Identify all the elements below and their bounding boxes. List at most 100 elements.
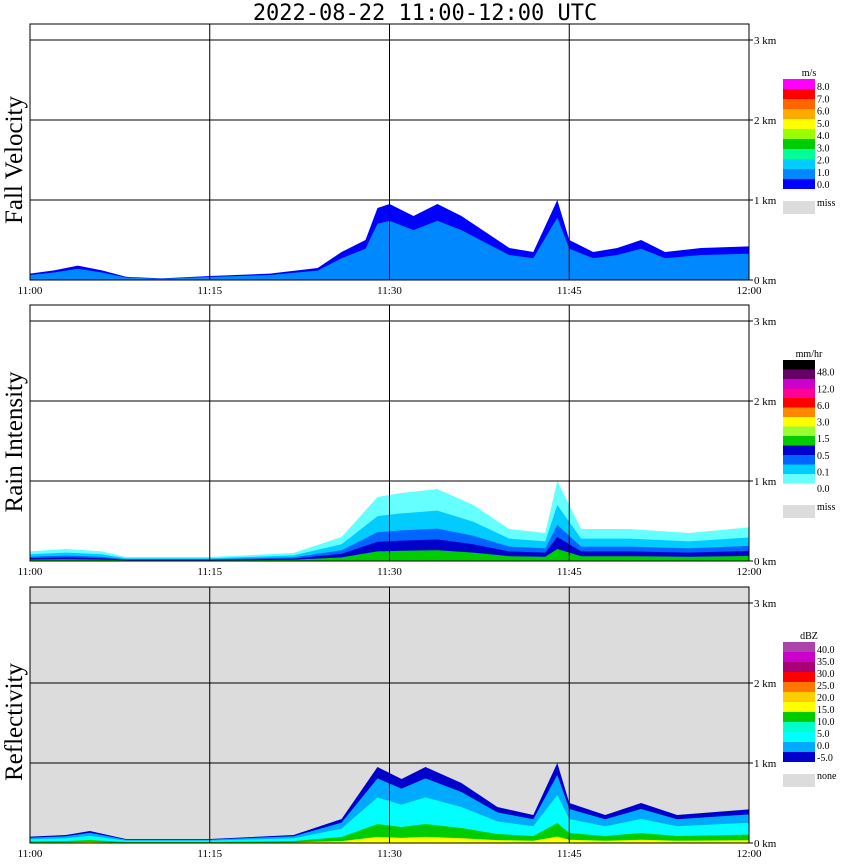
x-tick-label: 11:15 [197,848,222,860]
x-tick-label: 11:45 [557,848,582,860]
colorbar-label: 6.0 [817,107,830,118]
colorbar-label: 1.5 [817,434,830,445]
colorbar-missing-swatch [783,774,815,787]
x-tick-label: 11:15 [197,285,222,297]
colorbar-swatch [783,417,815,427]
colorbar-swatch [783,119,815,129]
y-tick-label: 1 km [754,195,777,207]
colorbar-label: 7.0 [817,94,830,105]
colorbar-missing-label: miss [817,502,835,513]
colorbar-swatch [783,109,815,119]
colorbar-swatch [783,169,815,179]
colorbar-missing-swatch [783,505,815,518]
colorbar-label: 0.0 [817,484,830,495]
colorbar-unit: m/s [802,68,817,79]
x-tick-label: 11:15 [197,566,222,578]
colorbar-swatch [783,732,815,742]
x-tick-label: 11:00 [18,566,43,578]
colorbar-swatch [783,712,815,722]
colorbar-swatch [783,642,815,652]
x-tick-label: 12:00 [736,285,762,297]
colorbar-swatch [783,149,815,159]
y-tick-label: 1 km [754,758,777,770]
y-tick-label: 1 km [754,476,777,488]
colorbar-swatch [783,445,815,455]
colorbar-swatch [783,360,815,370]
colorbar-swatch [783,379,815,389]
x-tick-label: 11:45 [557,566,582,578]
colorbar-label: 0.0 [817,741,830,752]
colorbar-label: 0.5 [817,451,830,462]
colorbar-label: 6.0 [817,401,830,412]
colorbar-label: 0.1 [817,467,830,478]
colorbar-label: 35.0 [817,657,835,668]
colorbar-swatch [783,662,815,672]
colorbar-swatch [783,752,815,762]
colorbar-swatch [783,692,815,702]
colorbar-swatch [783,369,815,379]
colorbar-swatch [783,79,815,89]
y-tick-label: 3 km [754,316,777,328]
x-tick-label: 11:30 [377,566,402,578]
colorbar-label: 5.0 [817,119,830,130]
colorbar-swatch [783,99,815,109]
colorbar-swatch [783,702,815,712]
colorbar-label: 8.0 [817,82,830,93]
colorbar-swatch [783,89,815,99]
colorbar-label: 20.0 [817,693,835,704]
panel-reflectivity: 11:00 11:15 11:30 11:45 12:000 km 1 km 2 km 3 k… [18,586,837,860]
x-tick-label: 12:00 [736,566,762,578]
y-tick-label: 2 km [754,678,777,690]
colorbar-label: 5.0 [817,729,830,740]
colorbar-label: 2.0 [817,156,830,167]
plot-frame [29,304,750,562]
panel-rain-intensity: 11:00 11:15 11:30 11:45 12:000 km 1 km 2 km 3 k… [18,304,835,578]
colorbar-label: 4.0 [817,131,830,142]
colorbar-unit: mm/hr [796,349,823,360]
y-tick-label: 0 km [754,838,777,850]
colorbar-swatch [783,742,815,752]
colorbar-label: 30.0 [817,669,835,680]
colorbar-label: 48.0 [817,368,835,379]
plot-frame [29,23,750,281]
colorbar-swatch [783,474,815,484]
colorbar-label: 15.0 [817,705,835,716]
colorbar-label: 25.0 [817,681,835,692]
colorbar-swatch [783,179,815,189]
colorbar-swatch [783,455,815,465]
colorbar-swatch [783,483,815,493]
colorbar-swatch [783,464,815,474]
colorbar-swatch [783,682,815,692]
colorbar-swatch [783,436,815,446]
y-tick-label: 0 km [754,275,777,287]
plot-frame [29,586,750,844]
colorbar-label: 1.0 [817,168,830,179]
colorbar-swatch [783,159,815,169]
colorbar-missing-label: miss [817,198,835,209]
colorbar-label: 12.0 [817,384,835,395]
colorbar-swatch [783,129,815,139]
x-tick-label: 11:30 [377,285,402,297]
colorbar-label: -5.0 [817,753,833,764]
x-tick-label: 11:00 [18,285,43,297]
x-tick-label: 11:30 [377,848,402,860]
x-tick-label: 12:00 [736,848,762,860]
y-tick-label: 3 km [754,598,777,610]
colorbar-missing-swatch [783,201,815,214]
colorbar-swatch [783,652,815,662]
panel-fall-velocity: 11:00 11:15 11:30 11:45 12:000 km 1 km 2 km 3 k… [18,23,835,297]
colorbar-swatch [783,722,815,732]
colorbar-label: 0.0 [817,180,830,191]
x-tick-label: 11:00 [18,848,43,860]
colorbar-swatch [783,407,815,417]
colorbar-label: 3.0 [817,143,830,154]
x-tick-label: 11:45 [557,285,582,297]
colorbar-swatch [783,426,815,436]
y-tick-label: 2 km [754,115,777,127]
colorbar-label: 40.0 [817,645,835,656]
colorbar-unit: dBZ [800,631,818,642]
colorbar-swatch [783,139,815,149]
y-tick-label: 0 km [754,556,777,568]
colorbar-label: 10.0 [817,717,835,728]
y-tick-label: 3 km [754,35,777,47]
